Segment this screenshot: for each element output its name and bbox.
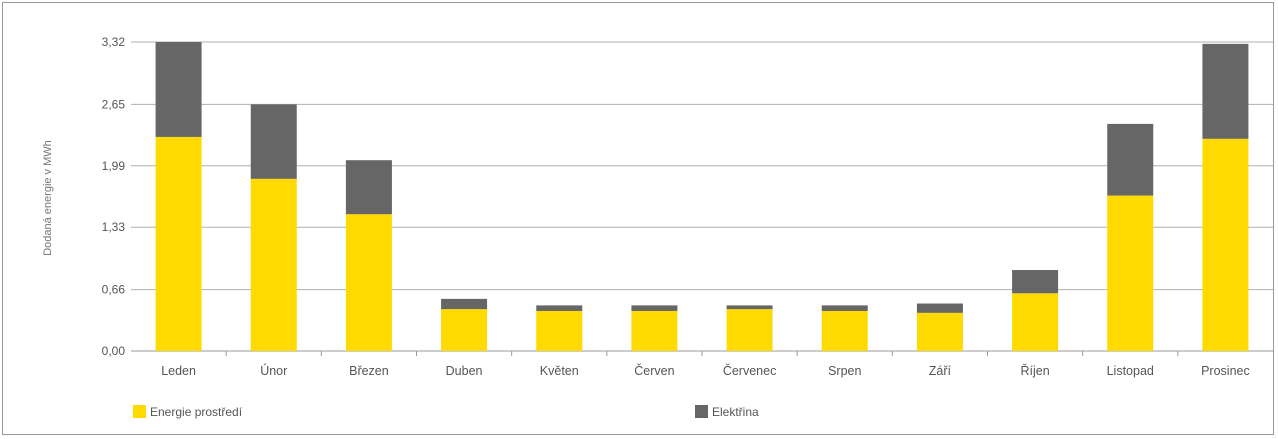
y-tick-label: 1,33 <box>102 220 126 234</box>
bar-energie-prostredi <box>1107 195 1154 351</box>
grid-lines <box>131 41 1273 352</box>
x-tick-label: Leden <box>161 364 196 378</box>
bar-energie-prostredi <box>155 136 202 351</box>
bar-elektrina <box>441 298 488 310</box>
bar-elektrina <box>916 303 963 313</box>
x-tick-label: Duben <box>446 364 483 378</box>
bar-energie-prostredi <box>536 310 583 351</box>
bar-elektrina <box>155 42 202 137</box>
y-tick-label: 0,00 <box>102 344 126 358</box>
bar-energie-prostredi <box>345 214 392 351</box>
bar-elektrina <box>821 305 868 311</box>
bar-elektrina <box>1202 43 1249 139</box>
bar-energie-prostredi <box>821 310 868 351</box>
legend: Energie prostředí Elektřina <box>133 405 759 419</box>
x-tick-label: Říjen <box>1020 363 1049 378</box>
bar-elektrina <box>631 305 678 311</box>
bar-elektrina <box>1012 270 1059 294</box>
bar-energie-prostredi <box>631 310 678 351</box>
legend-swatch <box>133 405 146 418</box>
axes: 0,00 0,66 1,33 1,99 2,65 3,32 Leden Únor Březen D… <box>102 35 1250 378</box>
x-tick-label: Květen <box>540 364 579 378</box>
x-tick-label: Srpen <box>828 364 861 378</box>
bar-elektrina <box>345 160 392 215</box>
x-tick-label: Červen <box>634 363 674 378</box>
legend-swatch <box>695 405 708 418</box>
bar-elektrina <box>1107 123 1154 196</box>
y-tick-label: 3,32 <box>102 35 126 49</box>
bar-energie-prostredi <box>726 309 773 351</box>
bar-elektrina <box>250 104 297 179</box>
bar-energie-prostredi <box>1012 293 1059 351</box>
stacked-bar-chart: 0,00 0,66 1,33 1,99 2,65 3,32 Leden Únor Březen D… <box>42 35 1273 419</box>
legend-label: Energie prostředí <box>150 405 243 419</box>
bars <box>155 42 1249 351</box>
bar-energie-prostredi <box>916 312 963 351</box>
bar-energie-prostredi <box>250 178 297 351</box>
y-axis-label: Dodaná energie v MWh <box>42 140 54 256</box>
x-tick-label: Září <box>929 364 952 378</box>
bar-energie-prostredi <box>1202 138 1249 351</box>
x-tick-label: Prosinec <box>1201 364 1250 378</box>
y-tick-label: 2,65 <box>102 97 126 111</box>
legend-label: Elektřina <box>712 405 759 419</box>
x-tick-label: Únor <box>260 363 287 378</box>
x-tick-label: Listopad <box>1107 364 1154 378</box>
x-tick-label: Březen <box>349 364 389 378</box>
bar-energie-prostredi <box>441 309 488 351</box>
y-tick-label: 1,99 <box>102 159 126 173</box>
bar-elektrina <box>726 305 773 310</box>
y-tick-label: 0,66 <box>102 283 126 297</box>
bar-elektrina <box>536 305 583 311</box>
x-tick-label: Červenec <box>723 363 777 378</box>
